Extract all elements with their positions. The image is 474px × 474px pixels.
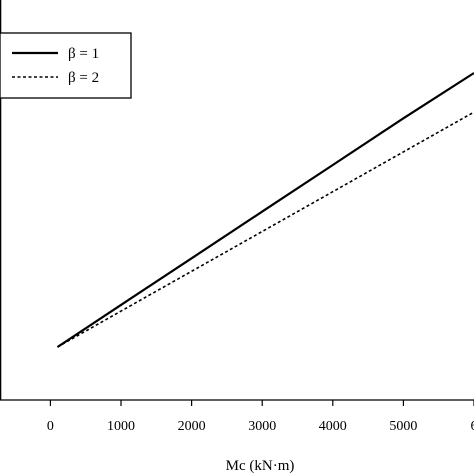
legend: β = 1 β = 2	[0, 32, 132, 99]
legend-label-beta-2: β = 2	[68, 70, 99, 86]
series-line-beta-1	[56, 72, 474, 348]
series-line-beta-2	[57, 111, 474, 348]
x-tick-label: 4000	[319, 419, 347, 434]
x-axis-label: Mc (kN·m)	[226, 458, 295, 474]
x-tick-label: 2000	[178, 419, 206, 434]
legend-label-beta-1: β = 1	[68, 46, 99, 62]
x-tick-label: 3000	[248, 419, 276, 434]
legend-box	[0, 32, 132, 99]
x-tick-label: 0	[47, 419, 54, 434]
x-axis-ticks	[49, 400, 474, 406]
x-tick-label: 6	[471, 419, 474, 434]
x-axis-tick-labels: 0 1000 2000 3000 4000 5000 6	[47, 419, 474, 434]
x-tick-label: 5000	[389, 419, 417, 434]
x-tick-label: 1000	[107, 419, 135, 434]
series-lines	[56, 72, 474, 348]
